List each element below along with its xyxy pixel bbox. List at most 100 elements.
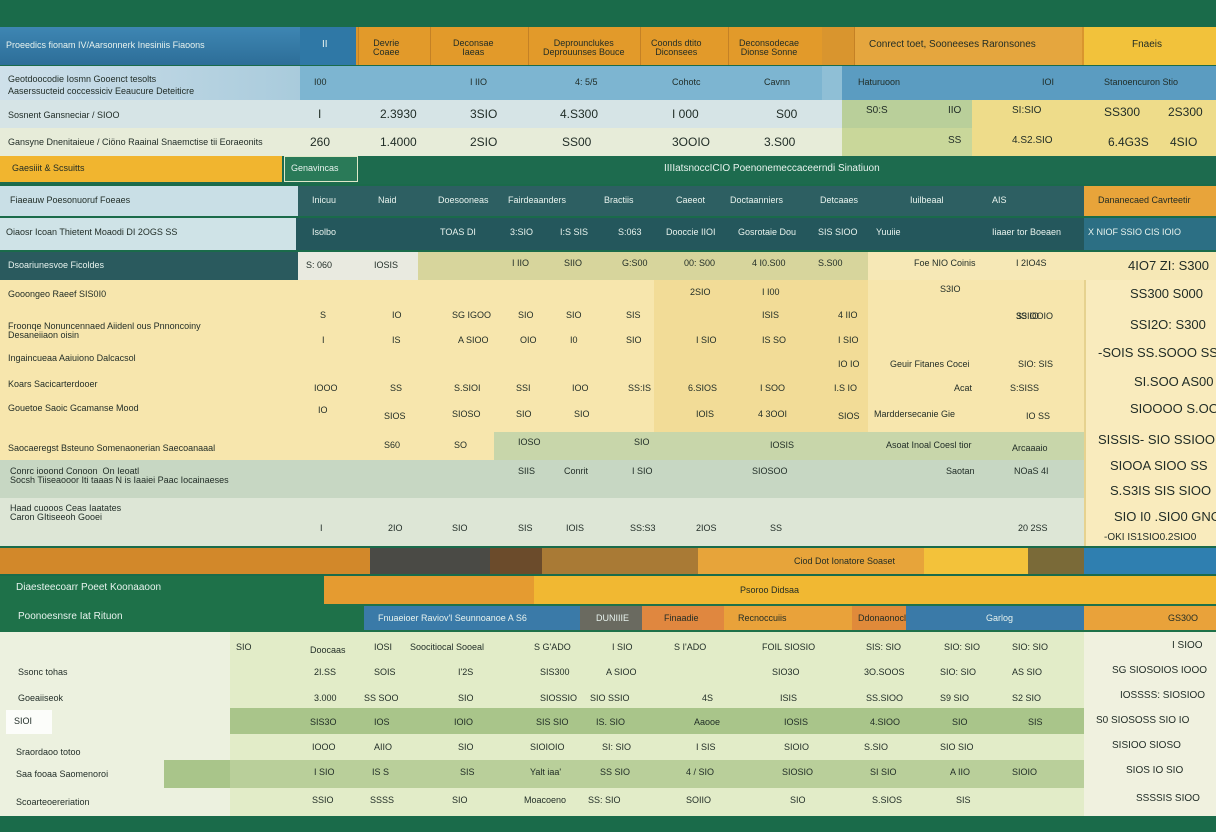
bottom-row-7-v0: SSIO [312,795,334,805]
mid-row-9-v5: NOaS 4I [1014,466,1049,476]
bottom-row-3-v1: SS SOO [364,693,399,703]
bottom-header-title: Diaesteecoarr Poeet Koonaaoon [16,582,162,593]
top-sub-cells: I00 I IIO 4: 5/5 Cohotc Cavnn [300,66,822,100]
bottom-row-7-v4: SS: SIO [588,795,621,805]
mid-row-4-v1: IO [392,310,402,320]
bottom-row-1-v11: I SIOO [1172,640,1203,651]
mid-row-2-v4: G:S00 [622,258,648,268]
mid-row-10-v6: 2IOS [696,523,717,533]
bottom-row-5-label: Sraordaoo totoo [16,747,81,757]
mid-row-3-v3: S3IOOIO [1016,311,1054,321]
mid-row-6-v3: SSI [516,383,531,393]
bottom-row-1-v6: S I'ADO [674,642,707,652]
mid-row-1-v5: Dooccie IIOI [666,227,716,237]
mid-row-7-v5: IOIS [696,409,715,419]
bottom-row-7-v6: SIO [790,795,806,805]
mid-row-1-label: Oiaosr Icoan Thietent Moaodi DI 2OGS SS [6,227,178,237]
mid-row-1-v6: Gosrotaie Dou [738,227,797,237]
bottom-row-3-v0: 3.000 [314,693,337,703]
bottom-row-6-label: Saa fooaa Saomenoroi [16,769,109,779]
top-header-title: Proeedics fionam IV/Aarsonnerk Inesiniis… [6,40,205,50]
mid-col-10: Dananecaed Cavrteetir [1098,195,1191,205]
mid-row-5-v11: SIO: SIS [1018,359,1054,369]
bottom-row-2-v9: SG SIOSOIOS IOOO [1112,665,1208,676]
top-row-2-v3: SS00 [562,135,592,149]
mid-row-6-v4: IOO [572,383,589,393]
mid-row-6-v5: SS:IS [628,383,652,393]
mid-row-9-v3: SIOSOO [752,466,788,476]
mid-row-6-v0: IOOO [314,383,338,393]
top-row-2-v8: 6.4G3S [1108,135,1149,149]
mid-cols-right [1084,186,1216,216]
mid-row-2-label: Dsoariunesvoe Ficoldes [8,260,105,270]
mid-row-1-v0: Isolbo [312,227,337,237]
top-row-2-v4: 3OOIO [672,135,711,149]
mid-row-4-v8: 3S IO [1016,311,1040,321]
mid-body-col [654,280,868,432]
mid-col-7: Detcaaes [820,195,859,205]
mid-row-2-v7: S.S00 [818,258,843,268]
top-row-2-v0: 260 [310,135,331,149]
bottom-row-7-v5: SOIIO [686,795,712,805]
top-row-1-v1: 2.3930 [380,107,417,121]
bottom-col-6: GS30O [1168,613,1199,623]
top-sub-label-1: Geotdoocodie Iosmn Gooenct tesolts [8,74,157,84]
bottom-row-4-v0: SIS3O [310,717,337,727]
mid-row-2-v3: SIIO [564,258,583,268]
mid-row-6-label: Koars Sacicarterdooer [8,379,98,389]
bottom-row-3-label: Goeaiiseok [18,693,64,703]
col-deconsoa-label: Deconsodecae Dionse Sonne [739,38,800,57]
bottom-col-0: Fnuaeioer Raviov'l Seunnoanoe A S6 [378,613,527,623]
bottom-row-7-v9: SSSSIS SIOO [1136,793,1200,804]
mid-row-2-sage [418,252,868,280]
mid-row-1-v4: S:063 [618,227,642,237]
mid-row-11-v0: SIO I0 .SIO0 GNO [1114,509,1216,524]
top-header-ii-cell: II [300,27,356,65]
bottom-row-2-label: Ssonc tohas [18,667,68,677]
top-row-1-right2 [972,100,1216,156]
bottom-row-1-v8: SIS: SIO [866,642,902,652]
mid-row-7-v8: Marddersecanie Gie [874,409,956,419]
mid-row-4-v6: ISIS [762,310,780,320]
mid-tab2[interactable]: Genavincas [284,156,358,182]
mid-row-7-v3: SIO [516,409,532,419]
bottom-header-tag: Psoroo Didsaa [740,585,800,595]
mid-row-7-v9: IO SS [1026,411,1051,421]
mid-row-10-v4: IOIS [566,523,585,533]
mid-row-10-v1: 2IO [388,523,403,533]
mid-row-8-v1: SO [454,440,468,450]
mid-row-3-v2: S3IO [940,284,961,294]
bottom-row-2-v4: A SIOO [606,667,637,677]
top-sub-v4: Cohotc [672,77,701,87]
mid-body-sage1 [494,432,1084,460]
bottom-row-6-v9: SIOIO [1012,767,1038,777]
bottom-row-4-v6: IOSIS [784,717,809,727]
mid-row-2-v6: 4 I0.S00 [752,258,786,268]
top-row-1-v5: S00 [776,107,798,121]
bottom-row-7-label: Scoarteoereriation [16,797,90,807]
mid-body-right [1084,280,1216,546]
bottom-footer-band [0,816,1216,832]
mid-row-10-v8: 20 2SS [1018,523,1048,533]
bottom-col-3: Recnoccuiis [738,613,787,623]
bottom-row-3-v4: SIO SSIO [590,693,630,703]
mid-row-2-v9: I 2IO4S [1016,258,1047,268]
top-sub-v6: Haturuoon [858,77,901,87]
mid-row-7-v2: SIOSO [452,409,481,419]
mid-row-9-v2: I SIO [632,466,653,476]
bottom-row-5-v9: SISIOO SIOSO [1112,740,1181,751]
mid-col-9: AIS [992,195,1007,205]
col-devrie-label: Devrie Coaee [373,38,400,57]
mid-row-12-v0: -OKI IS1SIO0.2SIO0 [1104,532,1197,543]
band-label: Ciod Dot Ionatore Soaset [794,556,896,566]
mid-row-8-v7: SISSIS- SIO SSIOO [1098,432,1216,447]
mid-header-band: Gaesiiit & Scsuitts Genavincas IIIIatsno… [0,156,1216,184]
top-row-1-v2: 3SIO [470,107,498,121]
bottom-row-4-v9: SIS [1028,717,1043,727]
mid-tab[interactable]: Gaesiiit & Scsuitts [0,156,282,182]
mid-row-7-label: Gouetoe Saoic Gcamanse Mood [8,403,139,413]
top-row-2-label: Gansyne Dnenitaieue / Ciöno Raainal Snae… [8,137,263,147]
bottom-row-6-v3: Yalt iaa' [530,767,562,777]
top-sub-label-2: Aaserssucteid coccessiciv Eeaucure Detei… [8,86,195,96]
mid-col-6: Doctaanniers [730,195,784,205]
